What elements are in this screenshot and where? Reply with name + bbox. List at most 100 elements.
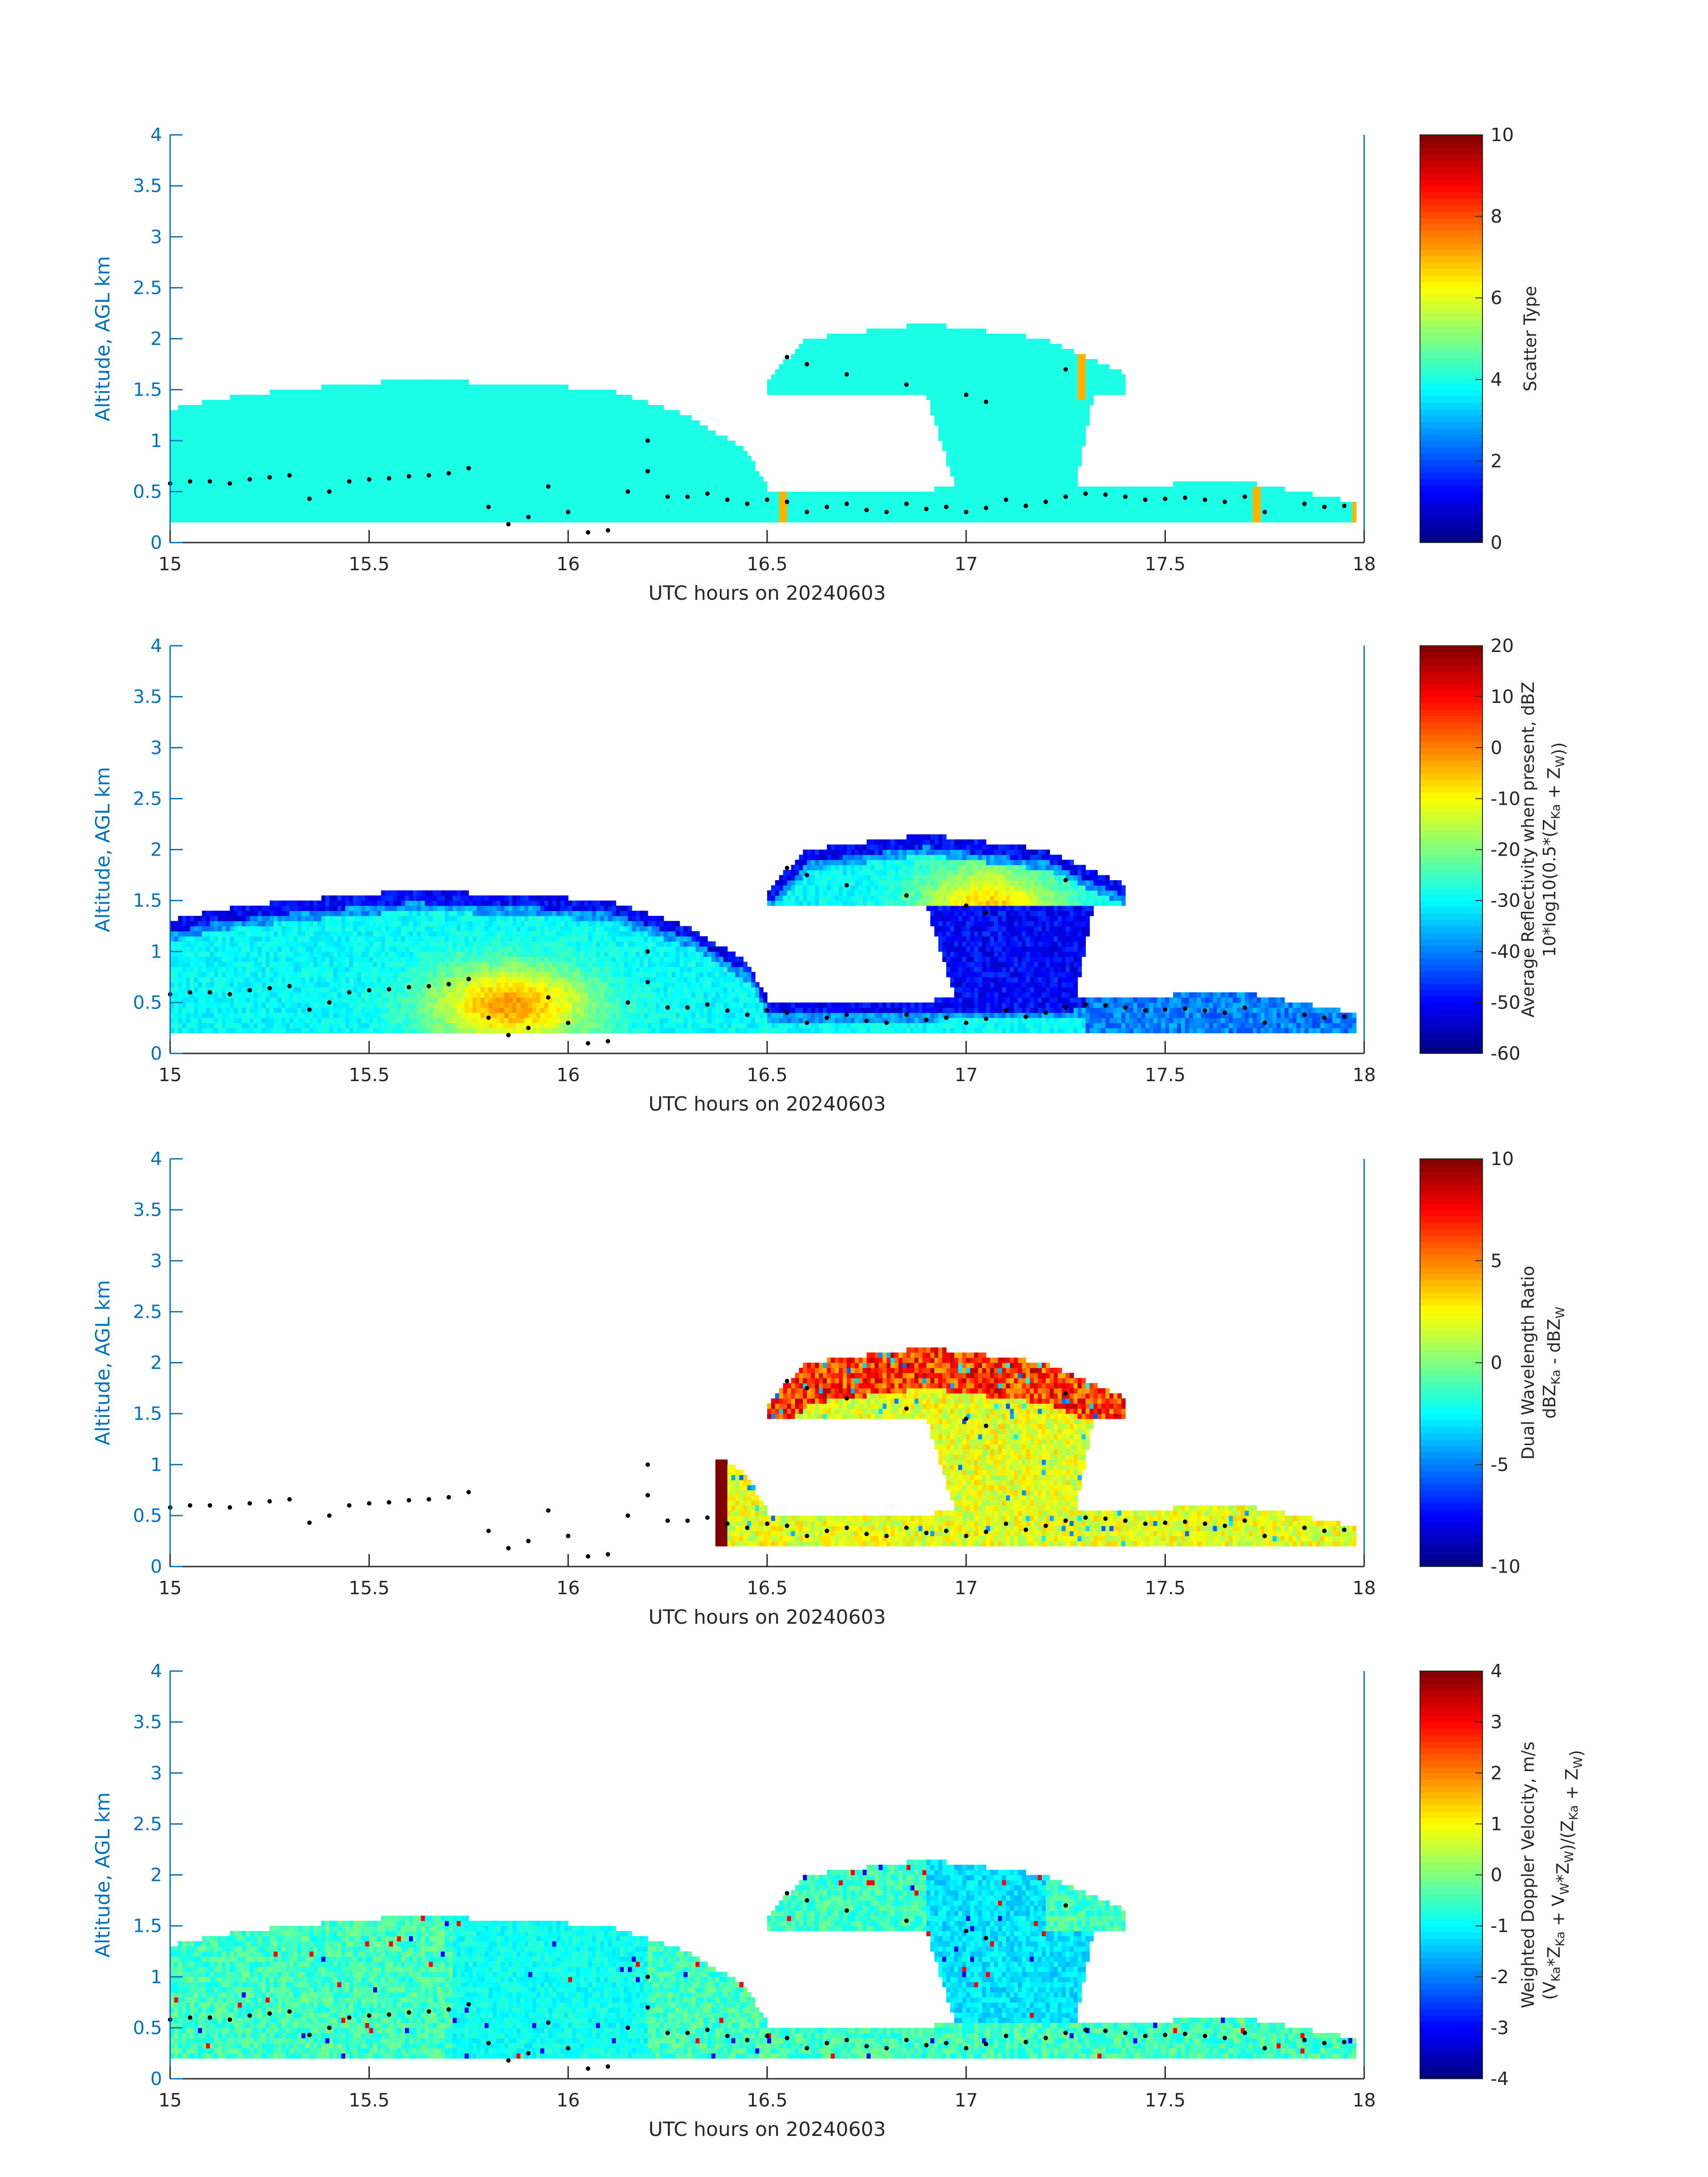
heatmap-cell [974, 384, 978, 390]
heatmap-cell [230, 425, 234, 431]
heatmap-cell [687, 471, 692, 477]
heatmap-cell [405, 389, 409, 395]
heatmap-cell [672, 517, 676, 522]
heatmap-cell [289, 497, 294, 502]
heatmap-cell [580, 451, 585, 456]
heatmap-cell [405, 430, 409, 436]
heatmap-cell [421, 415, 425, 421]
heatmap-cell [819, 354, 823, 359]
heatmap-cell [831, 507, 835, 513]
heatmap-cell [317, 507, 322, 513]
heatmap-cell [982, 486, 986, 492]
heatmap-cell [313, 507, 318, 513]
heatmap-cell [421, 512, 425, 518]
heatmap-cell [345, 507, 350, 513]
heatmap-cell [990, 466, 994, 472]
heatmap-cell [926, 343, 931, 349]
heatmap-cell [373, 420, 378, 426]
heatmap-cell [747, 456, 752, 461]
heatmap-cell [651, 497, 656, 502]
heatmap-cell [194, 476, 198, 482]
heatmap-cell [309, 435, 314, 441]
heatmap-cell [727, 517, 732, 522]
heatmap-cell [520, 497, 525, 502]
heatmap-cell [934, 491, 939, 497]
heatmap-cell [647, 507, 652, 513]
heatmap-cell [508, 471, 513, 477]
heatmap-cell [333, 456, 338, 461]
heatmap-cell [202, 451, 206, 456]
heatmap-cell [262, 435, 266, 441]
heatmap-cell [548, 389, 553, 395]
heatmap-cell [660, 451, 664, 456]
heatmap-cell [651, 476, 656, 482]
heatmap-cell [647, 430, 652, 436]
heatmap-cell [974, 415, 978, 421]
heatmap-cell [238, 461, 242, 467]
heatmap-cell [221, 435, 226, 441]
heatmap-cell [214, 420, 218, 426]
heatmap-cell [528, 446, 533, 451]
heatmap-cell [369, 491, 374, 497]
heatmap-cell [393, 425, 397, 431]
heatmap-cell [496, 512, 501, 518]
heatmap-cell [289, 517, 294, 522]
heatmap-cell [946, 497, 951, 502]
heatmap-cell [218, 456, 222, 461]
heatmap-cell [293, 476, 298, 482]
heatmap-cell [970, 471, 975, 477]
heatmap-cell [580, 435, 585, 441]
heatmap-cell [277, 446, 282, 451]
heatmap-cell [647, 415, 652, 421]
heatmap-cell [337, 481, 342, 487]
heatmap-cell [799, 501, 803, 507]
heatmap-cell [281, 425, 286, 431]
heatmap-cell [409, 491, 413, 497]
heatmap-cell [695, 440, 700, 446]
heatmap-cell [620, 512, 624, 518]
heatmap-cell [576, 466, 580, 472]
heatmap-cell [218, 415, 222, 421]
heatmap-cell [468, 461, 473, 467]
heatmap-cell [242, 486, 246, 492]
heatmap-cell [293, 389, 298, 395]
heatmap-cell [843, 379, 847, 385]
heatmap-cell [433, 501, 437, 507]
heatmap-cell [536, 471, 541, 477]
heatmap-cell [413, 461, 418, 467]
heatmap-cell [548, 512, 553, 518]
heatmap-cell [433, 430, 437, 436]
heatmap-cell [942, 491, 947, 497]
heatmap-cell [441, 425, 445, 431]
heatmap-cell [210, 486, 214, 492]
heatmap-cell [620, 461, 624, 467]
heatmap-cell [448, 451, 453, 456]
heatmap-cell [377, 451, 381, 456]
heatmap-cell [990, 334, 994, 339]
heatmap-cell [544, 425, 549, 431]
heatmap-cell [711, 430, 716, 436]
heatmap-cell [369, 486, 374, 492]
heatmap-cell [950, 486, 955, 492]
heatmap-cell [934, 512, 939, 518]
heatmap-cell [612, 430, 616, 436]
heatmap-cell [480, 517, 485, 522]
heatmap-cell [938, 430, 943, 436]
heatmap-cell [775, 369, 780, 375]
heatmap-cell [687, 435, 692, 441]
heatmap-cell [560, 395, 564, 400]
heatmap-cell [437, 451, 441, 456]
heatmap-cell [823, 497, 827, 502]
heatmap-cell [918, 359, 923, 365]
heatmap-cell [882, 338, 887, 344]
heatmap-cell [886, 384, 891, 390]
heatmap-cell [676, 440, 680, 446]
heatmap-cell [656, 466, 660, 472]
heatmap-cell [731, 446, 736, 451]
heatmap-cell [946, 400, 951, 405]
heatmap-cell [843, 374, 847, 380]
heatmap-cell [914, 349, 919, 355]
heatmap-cell [938, 491, 943, 497]
heatmap-cell [660, 440, 664, 446]
heatmap-cell [333, 491, 338, 497]
